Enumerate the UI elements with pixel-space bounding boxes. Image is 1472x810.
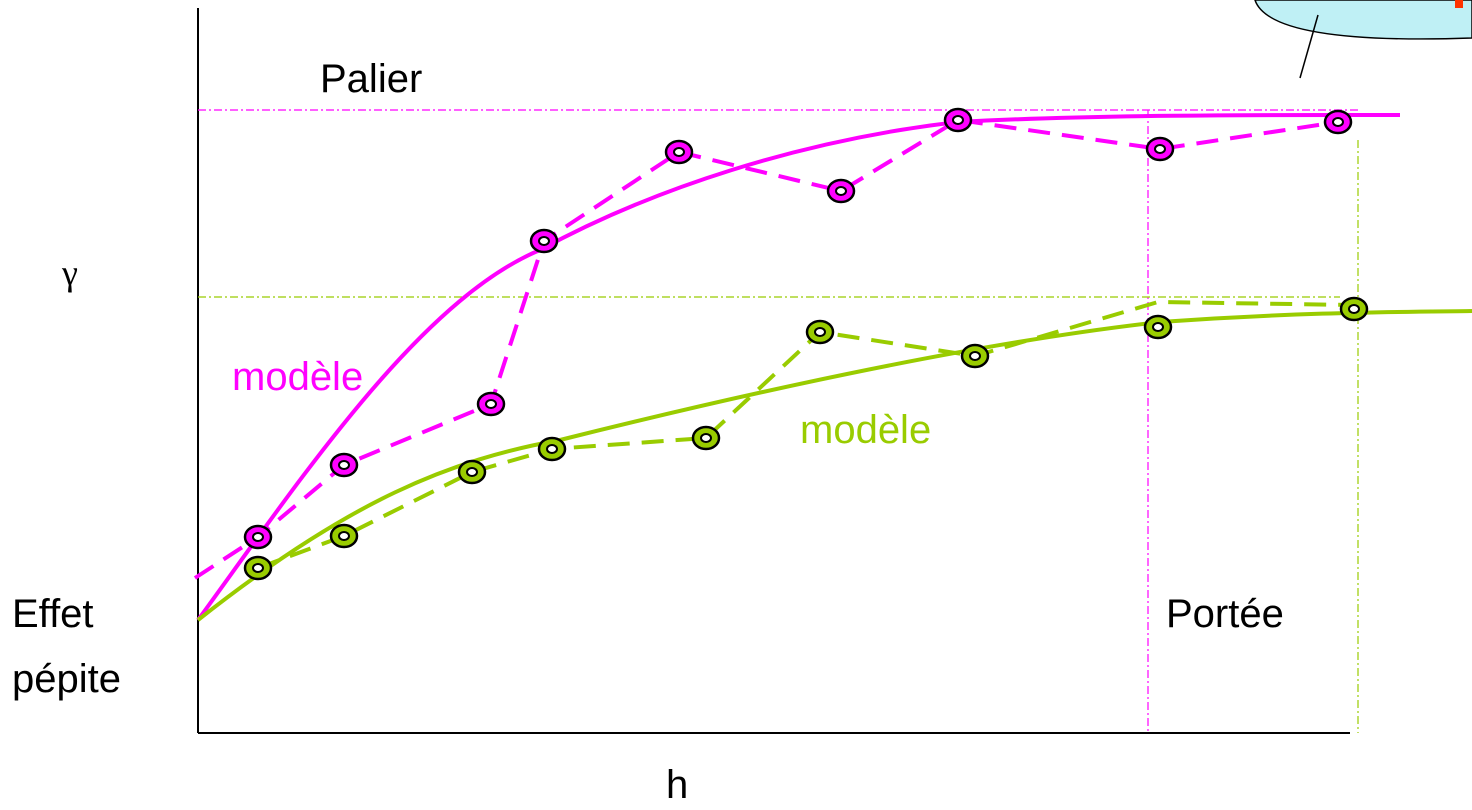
gamma-label: γ: [61, 253, 78, 293]
nugget-label: pépite: [12, 657, 121, 701]
model-curve-green: [198, 311, 1472, 620]
guides: [198, 110, 1360, 733]
experimental-line-magenta: [195, 120, 1338, 578]
variogram-diagram: Palier γ modèle modèle Effet pépite Port…: [0, 0, 1472, 810]
sill-label: Palier: [320, 57, 422, 101]
model-label-magenta: modèle: [232, 355, 363, 399]
model-label-green: modèle: [800, 408, 931, 452]
range-label: Portée: [1166, 592, 1284, 636]
model-curve-magenta: [198, 115, 1400, 620]
page: Palier γ modèle modèle Effet pépite Port…: [0, 0, 1472, 810]
corner-icon: [1255, 0, 1472, 78]
x-axis-label: h: [666, 763, 688, 807]
points-magenta: [245, 109, 1351, 548]
nugget-label: Effet: [12, 592, 94, 636]
